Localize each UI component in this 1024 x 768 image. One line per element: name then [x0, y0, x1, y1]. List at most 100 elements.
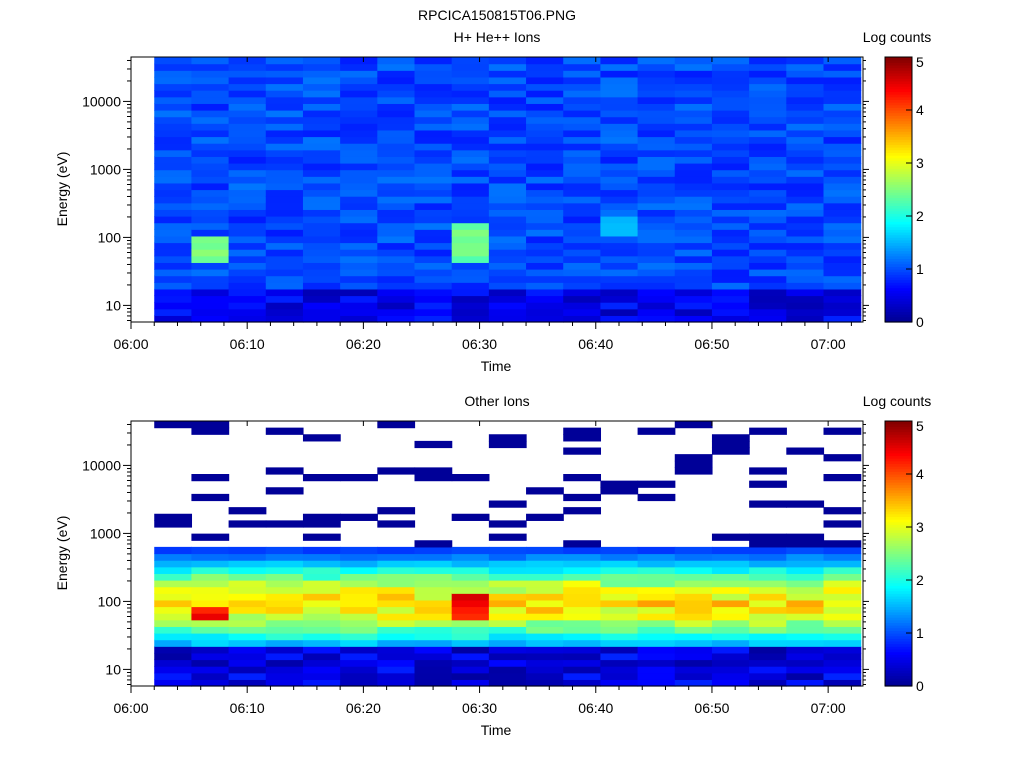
heatmap-cell	[154, 546, 193, 555]
heatmap-cell	[265, 156, 304, 164]
heatmap-cell	[526, 646, 564, 654]
colorbar-swatch	[885, 170, 912, 175]
colorbar-tick-label: 3	[916, 519, 924, 535]
heatmap-cell	[414, 633, 453, 641]
heatmap-cell	[340, 613, 378, 621]
colorbar-swatch	[885, 160, 912, 164]
heatmap-cell	[488, 189, 527, 197]
colorbar-swatch	[885, 646, 912, 650]
heatmap-cell	[711, 57, 750, 65]
heatmap-cell	[488, 262, 527, 270]
heatmap-cell	[749, 560, 787, 568]
heatmap-cell	[563, 434, 602, 442]
heatmap-cell	[488, 573, 527, 581]
heatmap-cell	[711, 288, 750, 297]
heatmap-cell	[451, 235, 490, 244]
heatmap-cell	[191, 262, 230, 270]
heatmap-cell	[377, 269, 416, 277]
heatmap-cell	[340, 308, 378, 316]
heatmap-cell	[377, 242, 416, 250]
heatmap-cell	[823, 619, 862, 627]
heatmap-cell	[191, 566, 230, 574]
heatmap-cell	[377, 633, 416, 641]
heatmap-cell	[526, 315, 564, 323]
heatmap-cell	[526, 599, 564, 608]
heatmap-cell	[302, 666, 341, 674]
heatmap-cell	[749, 599, 787, 608]
heatmap-cell	[265, 269, 304, 277]
colorbar-swatch	[885, 505, 912, 510]
colorbar-swatch	[885, 500, 912, 504]
heatmap-cell	[786, 96, 825, 104]
heatmap-cell	[191, 613, 230, 621]
heatmap-cell	[674, 613, 713, 621]
colorbar-swatch	[885, 165, 912, 169]
heatmap-cell	[302, 275, 341, 283]
heatmap-cell	[414, 646, 453, 654]
heatmap-cell	[228, 282, 267, 290]
colorbar-swatch	[885, 223, 912, 228]
heatmap-cell	[191, 633, 230, 641]
heatmap-cell	[414, 209, 453, 217]
heatmap-cell	[674, 560, 713, 568]
heatmap-cell	[414, 269, 453, 277]
heatmap-cell	[674, 202, 713, 210]
heatmap-cell	[488, 76, 527, 85]
heatmap-cell	[302, 533, 341, 541]
colorbar-swatch	[885, 439, 912, 443]
heatmap-cell	[786, 659, 825, 667]
heatmap-cell	[414, 242, 453, 250]
heatmap-cell	[600, 149, 639, 157]
heatmap-cell	[600, 242, 639, 250]
heatmap-cell	[563, 189, 602, 197]
heatmap-cell	[488, 302, 527, 310]
heatmap-cell	[786, 70, 825, 78]
heatmap-cell	[749, 580, 787, 588]
heatmap-cell	[711, 163, 750, 171]
heatmap-cell	[228, 249, 267, 257]
heatmap-cell	[711, 666, 750, 674]
heatmap-cell	[451, 242, 490, 250]
heatmap-cell	[265, 553, 304, 561]
heatmap-cell	[786, 646, 825, 654]
heatmap-cell	[563, 302, 602, 310]
heatmap-cell	[600, 586, 639, 594]
heatmap-cell	[600, 487, 639, 495]
heatmap-cell	[265, 646, 304, 654]
heatmap-cell	[600, 652, 639, 661]
heatmap-cell	[786, 196, 825, 204]
colorbar-swatch	[885, 133, 912, 138]
heatmap-cell	[711, 176, 750, 184]
heatmap-cell	[377, 421, 416, 429]
heatmap-cell	[265, 176, 304, 184]
heatmap-cell	[823, 613, 862, 621]
heatmap-cell	[377, 646, 416, 654]
heatmap-cell	[674, 646, 713, 654]
heatmap-cell	[302, 103, 341, 111]
heatmap-cell	[526, 182, 564, 191]
heatmap-cell	[414, 255, 453, 263]
heatmap-cell	[302, 679, 341, 687]
heatmap-cell	[451, 83, 490, 91]
heatmap-cell	[377, 560, 416, 568]
heatmap-cell	[786, 156, 825, 164]
heatmap-cell	[228, 176, 267, 184]
x-tick-label: 06:10	[230, 336, 265, 352]
heatmap-cell	[377, 143, 416, 151]
heatmap-cell	[563, 586, 602, 594]
heatmap-cell	[563, 129, 602, 138]
colorbar-swatch	[885, 308, 912, 312]
heatmap-cell	[154, 613, 193, 621]
heatmap-cell	[749, 269, 787, 277]
heatmap-cell	[563, 672, 602, 680]
heatmap-cell	[786, 149, 825, 157]
heatmap-cell	[414, 76, 453, 85]
colorbar-swatch	[885, 261, 912, 265]
panel-2-y-label: Energy (eV)	[54, 516, 70, 591]
heatmap-cell	[563, 70, 602, 78]
heatmap-cell	[786, 566, 825, 574]
heatmap-cell	[563, 447, 602, 455]
heatmap-cell	[191, 308, 230, 316]
heatmap-cell	[600, 57, 639, 65]
heatmap-cell	[600, 275, 639, 283]
